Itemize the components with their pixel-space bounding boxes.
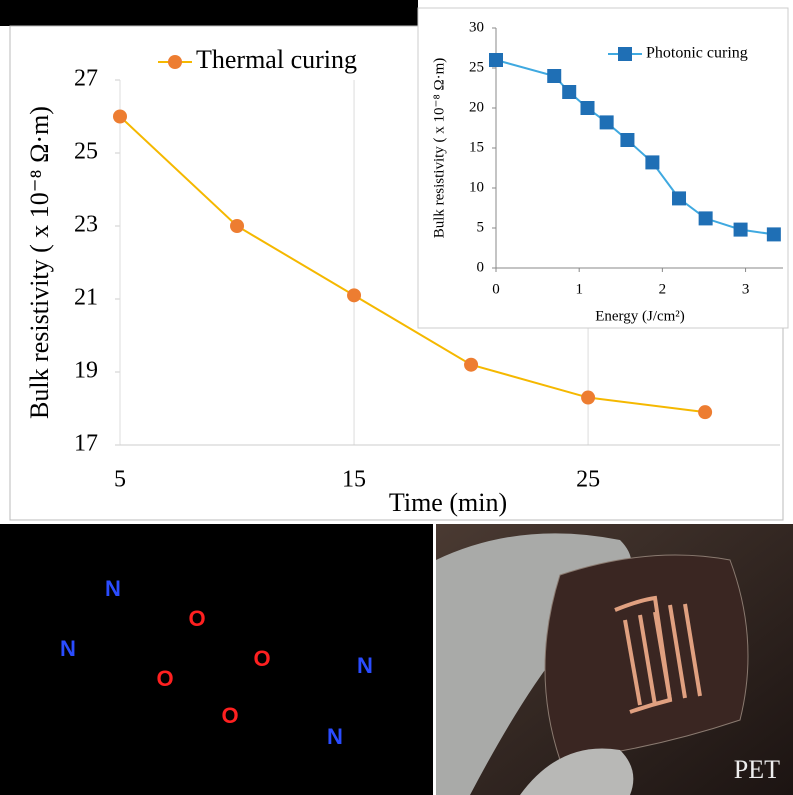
y-tick-label: 27 — [74, 66, 98, 92]
y-tick-label: 10 — [469, 179, 484, 195]
point — [672, 191, 687, 206]
atom-panel — [0, 524, 433, 795]
x-axis-label: Time (min) — [389, 488, 507, 517]
x-tick-label: 1 — [575, 281, 583, 297]
atom-label: O — [188, 606, 205, 631]
y-axis-label: Bulk resistivity ( x 10⁻⁸ Ω·m) — [25, 106, 54, 419]
x-tick-label: 2 — [659, 281, 667, 297]
x-tick-label: 3 — [742, 281, 750, 297]
atom-label: N — [105, 576, 121, 601]
point — [620, 133, 635, 147]
series-line — [119, 115, 706, 414]
x-tick-label: 25 — [576, 467, 600, 493]
point — [547, 69, 562, 83]
x-tick-label: 5 — [114, 467, 126, 493]
legend-label: Photonic curing — [646, 45, 748, 62]
y-tick-label: 30 — [469, 19, 484, 35]
legend-label: Thermal curing — [196, 45, 357, 74]
y-tick-label: 25 — [74, 139, 98, 165]
y-tick-label: 25 — [469, 59, 484, 75]
y-tick-label: 19 — [74, 358, 98, 384]
point — [599, 115, 614, 130]
y-axis-label: Bulk resistivity ( x 10⁻⁸ Ω·m) — [431, 58, 447, 239]
point — [347, 288, 362, 303]
y-tick-label: 21 — [74, 285, 98, 311]
y-tick-label: 23 — [74, 212, 98, 238]
point — [581, 390, 596, 405]
y-tick-label: 20 — [469, 99, 484, 115]
atom-label: N — [327, 724, 343, 749]
point — [645, 155, 660, 170]
point — [766, 227, 781, 242]
x-tick-label: 15 — [342, 467, 366, 493]
photo-label: PET — [734, 755, 780, 784]
point — [580, 101, 595, 115]
y-tick-label: 5 — [477, 219, 485, 235]
glove-finger — [520, 748, 634, 795]
top-band — [0, 0, 418, 26]
photo — [436, 524, 793, 795]
electrodes — [614, 595, 702, 714]
point — [113, 109, 127, 124]
inset-panel — [417, 7, 789, 329]
atom-label: N — [357, 653, 373, 678]
point — [733, 222, 748, 237]
point — [464, 357, 479, 372]
y-tick-label: 0 — [477, 259, 485, 275]
legend-marker — [168, 55, 182, 69]
point — [698, 211, 713, 226]
atom-label: O — [156, 666, 173, 691]
x-axis-label: Energy (J/cm²) — [595, 308, 685, 324]
atom-label: O — [253, 646, 270, 671]
y-tick-label: 15 — [469, 139, 484, 155]
atom-label: O — [221, 703, 238, 728]
x-tick-label: 0 — [492, 281, 500, 297]
legend-marker — [618, 47, 632, 61]
point — [489, 53, 503, 67]
y-tick-label: 17 — [74, 431, 98, 457]
point — [230, 219, 245, 233]
point — [698, 405, 713, 420]
atom-label: N — [60, 636, 76, 661]
point — [562, 85, 577, 99]
